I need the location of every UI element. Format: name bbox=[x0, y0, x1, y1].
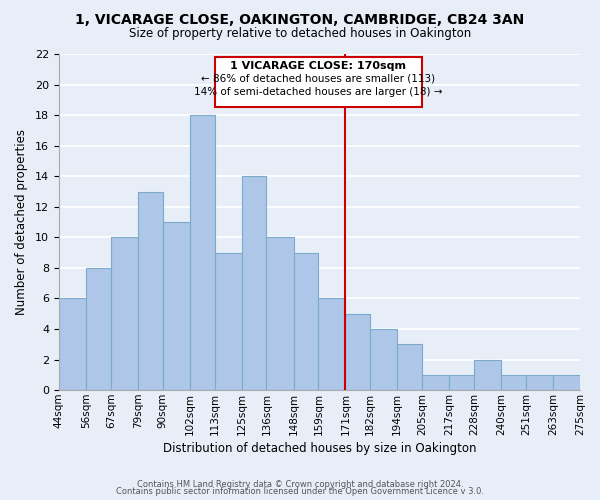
Bar bbox=[86, 268, 111, 390]
Bar bbox=[215, 252, 242, 390]
Bar bbox=[553, 375, 580, 390]
Bar bbox=[346, 314, 370, 390]
Bar bbox=[59, 298, 86, 390]
Bar bbox=[501, 375, 526, 390]
Text: ← 86% of detached houses are smaller (113): ← 86% of detached houses are smaller (11… bbox=[201, 74, 436, 84]
Text: 1 VICARAGE CLOSE: 170sqm: 1 VICARAGE CLOSE: 170sqm bbox=[230, 61, 406, 71]
Bar bbox=[526, 375, 553, 390]
Bar bbox=[138, 192, 163, 390]
Bar bbox=[293, 252, 319, 390]
Bar bbox=[422, 375, 449, 390]
Bar bbox=[266, 238, 293, 390]
Bar bbox=[242, 176, 266, 390]
Text: 1, VICARAGE CLOSE, OAKINGTON, CAMBRIDGE, CB24 3AN: 1, VICARAGE CLOSE, OAKINGTON, CAMBRIDGE,… bbox=[76, 12, 524, 26]
Bar bbox=[163, 222, 190, 390]
Bar bbox=[397, 344, 422, 390]
Text: Contains public sector information licensed under the Open Government Licence v : Contains public sector information licen… bbox=[116, 487, 484, 496]
Text: 14% of semi-detached houses are larger (18) →: 14% of semi-detached houses are larger (… bbox=[194, 87, 443, 97]
Bar bbox=[370, 329, 397, 390]
Text: Size of property relative to detached houses in Oakington: Size of property relative to detached ho… bbox=[129, 28, 471, 40]
Bar bbox=[111, 238, 138, 390]
X-axis label: Distribution of detached houses by size in Oakington: Distribution of detached houses by size … bbox=[163, 442, 476, 455]
Y-axis label: Number of detached properties: Number of detached properties bbox=[15, 129, 28, 315]
Bar bbox=[319, 298, 346, 390]
Text: Contains HM Land Registry data © Crown copyright and database right 2024.: Contains HM Land Registry data © Crown c… bbox=[137, 480, 463, 489]
Bar bbox=[474, 360, 501, 390]
Bar bbox=[449, 375, 474, 390]
Bar bbox=[190, 115, 215, 390]
FancyBboxPatch shape bbox=[215, 57, 422, 108]
